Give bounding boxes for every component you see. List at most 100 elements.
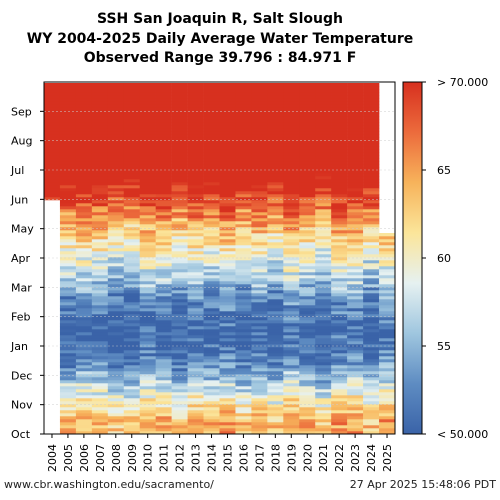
heatmap-cell xyxy=(283,143,300,147)
heatmap-cell xyxy=(75,272,93,276)
heatmap-cell xyxy=(59,263,77,267)
heatmap-cell xyxy=(155,182,172,186)
heatmap-cell xyxy=(283,161,300,165)
heatmap-cell xyxy=(75,266,93,270)
heatmap-cell xyxy=(347,356,364,360)
heatmap-cell xyxy=(75,92,93,96)
heatmap-cell xyxy=(315,377,332,381)
heatmap-cell xyxy=(299,134,316,138)
heatmap-cell xyxy=(59,110,77,114)
heatmap-cell xyxy=(171,293,188,297)
heatmap-cell xyxy=(171,332,188,336)
heatmap-cell xyxy=(155,353,172,357)
heatmap-cell xyxy=(187,422,204,426)
year-label: 2024 xyxy=(365,444,378,472)
heatmap-cell xyxy=(171,140,188,144)
heatmap-cell xyxy=(171,110,188,114)
heatmap-cell xyxy=(91,167,109,171)
heatmap-cell xyxy=(203,404,220,408)
heatmap-cell xyxy=(171,188,188,192)
month-label: Apr xyxy=(11,252,31,265)
heatmap-cell xyxy=(203,233,220,237)
heatmap-cell xyxy=(59,164,77,168)
heatmap-cell xyxy=(379,422,396,426)
heatmap-cell xyxy=(107,266,125,270)
heatmap-cell xyxy=(107,260,125,264)
heatmap-cell xyxy=(123,413,141,417)
heatmap-cell xyxy=(251,389,268,393)
heatmap-cell xyxy=(235,401,252,405)
heatmap-cell xyxy=(91,425,109,429)
heatmap-cell xyxy=(44,161,61,165)
heatmap-cell xyxy=(171,176,188,180)
heatmap-cell xyxy=(299,92,316,96)
heatmap-cell xyxy=(187,293,204,297)
heatmap-cell xyxy=(299,218,316,222)
heatmap-cell xyxy=(75,407,93,411)
heatmap-cell xyxy=(187,161,204,165)
heatmap-cell xyxy=(139,344,156,348)
heatmap-cell xyxy=(203,230,220,234)
heatmap-cell xyxy=(219,305,236,309)
heatmap-cell xyxy=(44,140,61,144)
heatmap-cell xyxy=(347,290,364,294)
heatmap-cell xyxy=(379,407,396,411)
heatmap-cell xyxy=(283,173,300,177)
heatmap-cell xyxy=(315,242,332,246)
heatmap-cell xyxy=(347,431,364,435)
heatmap-cell xyxy=(331,431,348,435)
heatmap-cell xyxy=(235,380,252,384)
heatmap-cell xyxy=(299,116,316,120)
heatmap-cell xyxy=(155,95,172,99)
heatmap-cell xyxy=(123,161,141,165)
heatmap-cell xyxy=(155,164,172,168)
heatmap-cell xyxy=(59,347,77,351)
heatmap-cell xyxy=(347,218,364,222)
heatmap-cell xyxy=(171,119,188,123)
heatmap-cell xyxy=(91,380,109,384)
heatmap-cell xyxy=(171,335,188,339)
heatmap-cell xyxy=(187,392,204,396)
heatmap-cell xyxy=(107,311,125,315)
heatmap-cell xyxy=(123,230,141,234)
heatmap-cell xyxy=(363,122,380,126)
heatmap-cell xyxy=(107,215,125,219)
heatmap-cell xyxy=(107,221,125,225)
heatmap-cell xyxy=(267,323,284,327)
heatmap-cell xyxy=(75,389,93,393)
heatmap-cell xyxy=(363,116,380,120)
heatmap-cell xyxy=(315,254,332,258)
heatmap-cell xyxy=(155,254,172,258)
heatmap-cell xyxy=(363,101,380,105)
heatmap-cell xyxy=(171,98,188,102)
heatmap-cell xyxy=(59,275,77,279)
heatmap-cell xyxy=(267,284,284,288)
heatmap-cell xyxy=(139,167,156,171)
heatmap-cell xyxy=(203,146,220,150)
heatmap-cell xyxy=(315,128,332,132)
heatmap-cell xyxy=(203,179,220,183)
heatmap-cell xyxy=(299,173,316,177)
heatmap-cell xyxy=(203,218,220,222)
heatmap-cell xyxy=(171,194,188,198)
heatmap-cell xyxy=(123,362,141,366)
heatmap-cell xyxy=(267,329,284,333)
heatmap-cell xyxy=(107,242,125,246)
heatmap-cell xyxy=(139,179,156,183)
heatmap-cell xyxy=(251,362,268,366)
heatmap-cell xyxy=(139,284,156,288)
heatmap-cell xyxy=(187,302,204,306)
heatmap-cell xyxy=(283,341,300,345)
heatmap-cell xyxy=(235,362,252,366)
heatmap-cell xyxy=(363,332,380,336)
heatmap-cell xyxy=(331,176,348,180)
heatmap-cell xyxy=(171,128,188,132)
heatmap-cell xyxy=(315,98,332,102)
heatmap-cell xyxy=(347,122,364,126)
heatmap-cell xyxy=(171,239,188,243)
heatmap-cell xyxy=(59,311,77,315)
heatmap-cell xyxy=(251,266,268,270)
heatmap-cell xyxy=(139,155,156,159)
heatmap-cell xyxy=(379,284,396,288)
